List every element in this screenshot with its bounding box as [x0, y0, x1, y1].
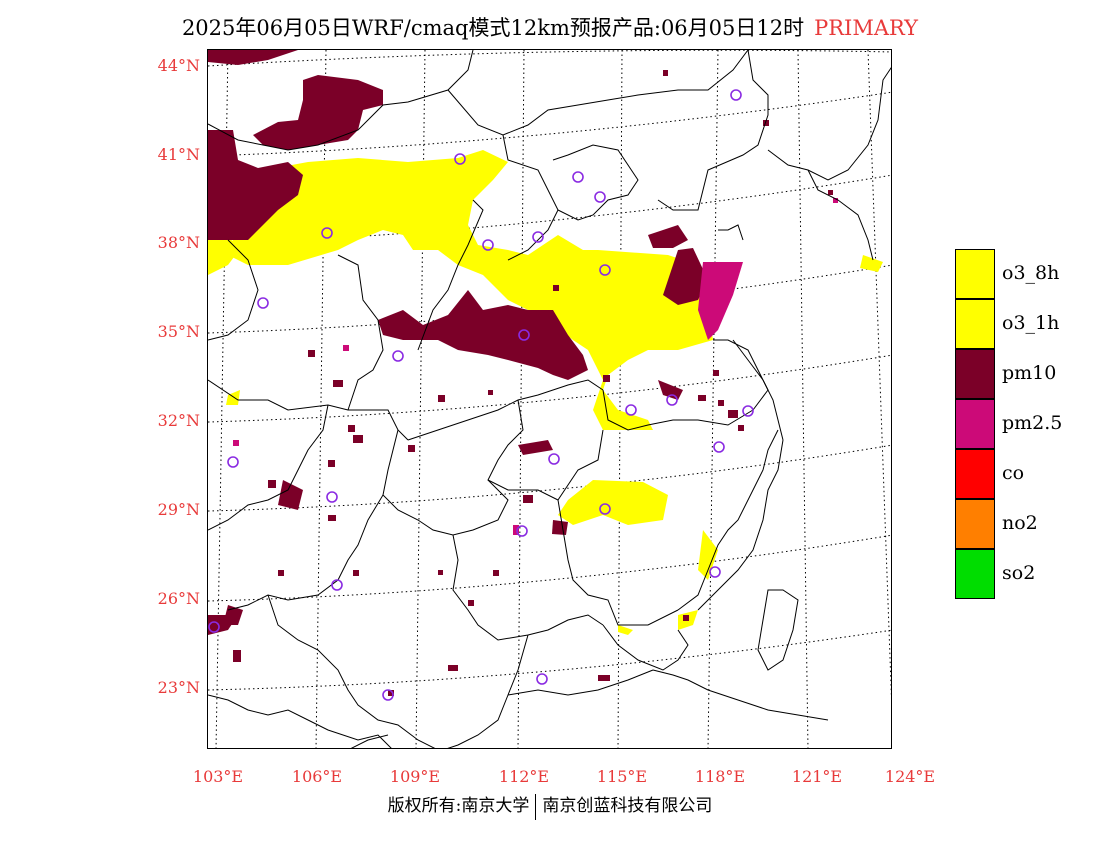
legend-swatch: [955, 399, 995, 449]
legend-label: o3_1h: [1002, 312, 1060, 334]
chart-title: 2025年06月05日WRF/cmaq模式12km预报产品:06月05日12时 P…: [0, 12, 1100, 42]
legend-swatch: [955, 549, 995, 599]
lat-label-44: 44°N: [157, 56, 200, 75]
legend-label: no2: [1002, 512, 1038, 534]
copyright-footer: 版权所有:南京大学 南京创蓝科技有限公司: [0, 791, 1100, 820]
title-text: 2025年06月05日WRF/cmaq模式12km预报产品:06月05日12时: [181, 16, 805, 40]
forecast-map: [208, 50, 891, 748]
station-markers: [208, 89, 754, 701]
footer-divider: [535, 793, 537, 820]
legend-label: o3_8h: [1002, 262, 1060, 284]
lon-label-121: 121°E: [791, 767, 843, 786]
lon-label-106: 106°E: [291, 767, 343, 786]
lat-label-32: 32°N: [157, 411, 200, 430]
lat-label-29: 29°N: [157, 500, 200, 519]
legend-label: pm2.5: [1002, 412, 1063, 434]
map-frame: [207, 49, 892, 749]
legend-swatch: [955, 299, 995, 349]
lon-label-118: 118°E: [694, 767, 746, 786]
lon-label-124: 124°E: [884, 767, 936, 786]
copyright-right: 南京创蓝科技有限公司: [542, 796, 713, 816]
lat-label-26: 26°N: [157, 589, 200, 608]
legend-swatch: [955, 449, 995, 499]
lat-label-38: 38°N: [157, 233, 200, 252]
lon-label-103: 103°E: [192, 767, 244, 786]
lon-label-112: 112°E: [498, 767, 550, 786]
latitude-gridlines: [208, 50, 891, 691]
lon-label-109: 109°E: [389, 767, 441, 786]
lon-label-115: 115°E: [596, 767, 648, 786]
o3-areas: [208, 150, 883, 635]
pm10-speckles: [233, 70, 833, 696]
legend-swatch: [955, 499, 995, 549]
primary-tag: PRIMARY: [814, 16, 919, 40]
pm25-areas: [233, 198, 838, 535]
legend-label: co: [1002, 462, 1025, 484]
copyright-left: 版权所有:南京大学: [387, 796, 530, 816]
boundaries: [208, 50, 891, 748]
pm10-areas: [208, 50, 708, 635]
legend-label: pm10: [1002, 362, 1057, 384]
lat-label-35: 35°N: [157, 322, 200, 341]
legend-swatch: [955, 249, 995, 299]
legend-label: so2: [1002, 562, 1036, 584]
legend-swatch: [955, 349, 995, 399]
lat-label-41: 41°N: [157, 145, 200, 164]
lat-label-23: 23°N: [157, 678, 200, 697]
